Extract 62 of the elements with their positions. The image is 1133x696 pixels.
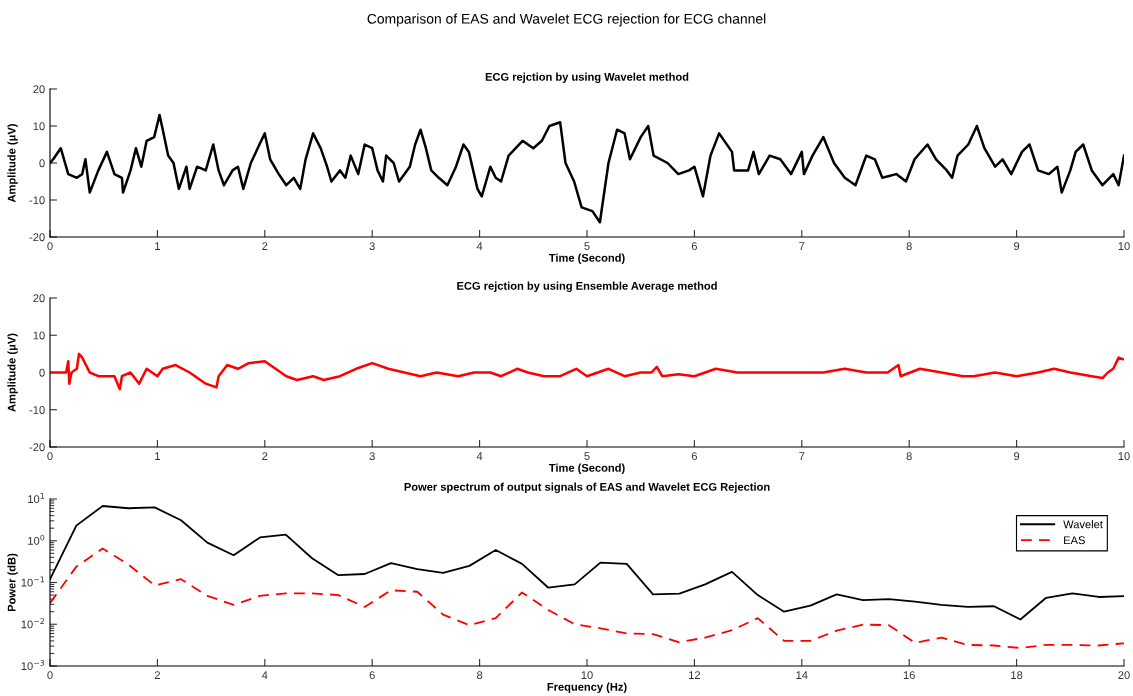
- x-tick-label: 5: [584, 242, 590, 251]
- x-tick-label: 6: [691, 452, 697, 461]
- y-tick-label: 0: [39, 368, 45, 377]
- y-tick-label: 10: [33, 331, 45, 340]
- x-tick-label: 8: [476, 671, 483, 680]
- y-tick-label: 20: [33, 294, 45, 303]
- y-tick-label: 20: [33, 85, 45, 94]
- legend-label: EAS: [1064, 536, 1085, 545]
- y-tick-label: -20: [29, 443, 45, 452]
- y-tick-label: 10$^{−1}$: [21, 576, 45, 587]
- legend-label: Wavelet: [1063, 520, 1103, 529]
- y-tick-label: -10: [29, 196, 45, 205]
- x-tick-label: 6: [691, 242, 697, 251]
- x-tick-label: 10: [1118, 452, 1130, 461]
- x-tick-label: 0: [47, 242, 53, 251]
- x-tick-label: 20: [1118, 671, 1130, 680]
- x-tick-label: 1: [155, 242, 160, 250]
- y-tick-label: 10$^{−3}$: [21, 659, 45, 671]
- x-tick-label: 4: [261, 671, 268, 679]
- x-tick-label: 8: [906, 242, 912, 251]
- y-tick-label: 10$^{−2}$: [21, 618, 44, 629]
- y-axis-title: Power (dB): [7, 553, 18, 612]
- y-axis-title: Amplitude (μV): [7, 124, 18, 203]
- y-tick-label: -20: [29, 233, 45, 242]
- chart-title: Power spectrum of output signals of EAS and Wavelet ECG Rejection: [404, 482, 770, 494]
- x-axis-title: Time (Second): [548, 253, 625, 264]
- line-series: [50, 352, 1124, 391]
- x-tick-label: 4: [476, 242, 483, 250]
- x-axis-title: Frequency (Hz): [547, 682, 627, 693]
- x-axis-title: Time (Second): [548, 463, 625, 474]
- x-tick-label: 2: [262, 242, 268, 250]
- x-tick-label: 3: [369, 242, 375, 251]
- x-tick-label: 4: [476, 452, 483, 460]
- x-tick-label: 14: [796, 671, 808, 679]
- x-tick-label: 9: [1014, 242, 1020, 251]
- x-tick-label: 5: [584, 452, 590, 461]
- x-tick-label: 0: [47, 671, 53, 680]
- x-tick-label: 6: [369, 671, 375, 680]
- x-tick-label: 12: [689, 671, 701, 679]
- x-tick-label: 16: [903, 671, 915, 680]
- x-tick-label: 8: [906, 452, 912, 461]
- text: Comparison of EAS and Wavelet ECG rejection for ECG channel: [367, 13, 766, 27]
- y-axis-title: Amplitude (μV): [7, 333, 18, 412]
- x-tick-label: 3: [369, 452, 375, 461]
- x-tick-label: 2: [154, 671, 160, 679]
- line-series: [50, 547, 1124, 649]
- y-tick-label: 10$^{1}$: [28, 493, 45, 504]
- x-tick-label: 7: [799, 452, 805, 460]
- x-tick-label: 0: [47, 452, 53, 461]
- x-tick-label: 10: [1118, 242, 1130, 251]
- x-tick-label: 7: [799, 242, 805, 250]
- chart-title: ECG rejction by using Ensemble Average method: [457, 281, 717, 293]
- x-tick-label: 18: [1011, 671, 1023, 680]
- x-tick-label: 1: [155, 452, 160, 460]
- x-tick-label: 2: [262, 452, 268, 460]
- y-tick-label: 10$^{0}$: [28, 534, 45, 545]
- y-tick-label: 10: [33, 122, 45, 131]
- y-tick-label: 0: [39, 159, 45, 168]
- x-tick-label: 10: [581, 671, 593, 680]
- chart-title: ECG rejction by using Wavelet method: [485, 72, 689, 84]
- y-tick-label: -10: [29, 406, 45, 414]
- x-tick-label: 9: [1014, 452, 1020, 461]
